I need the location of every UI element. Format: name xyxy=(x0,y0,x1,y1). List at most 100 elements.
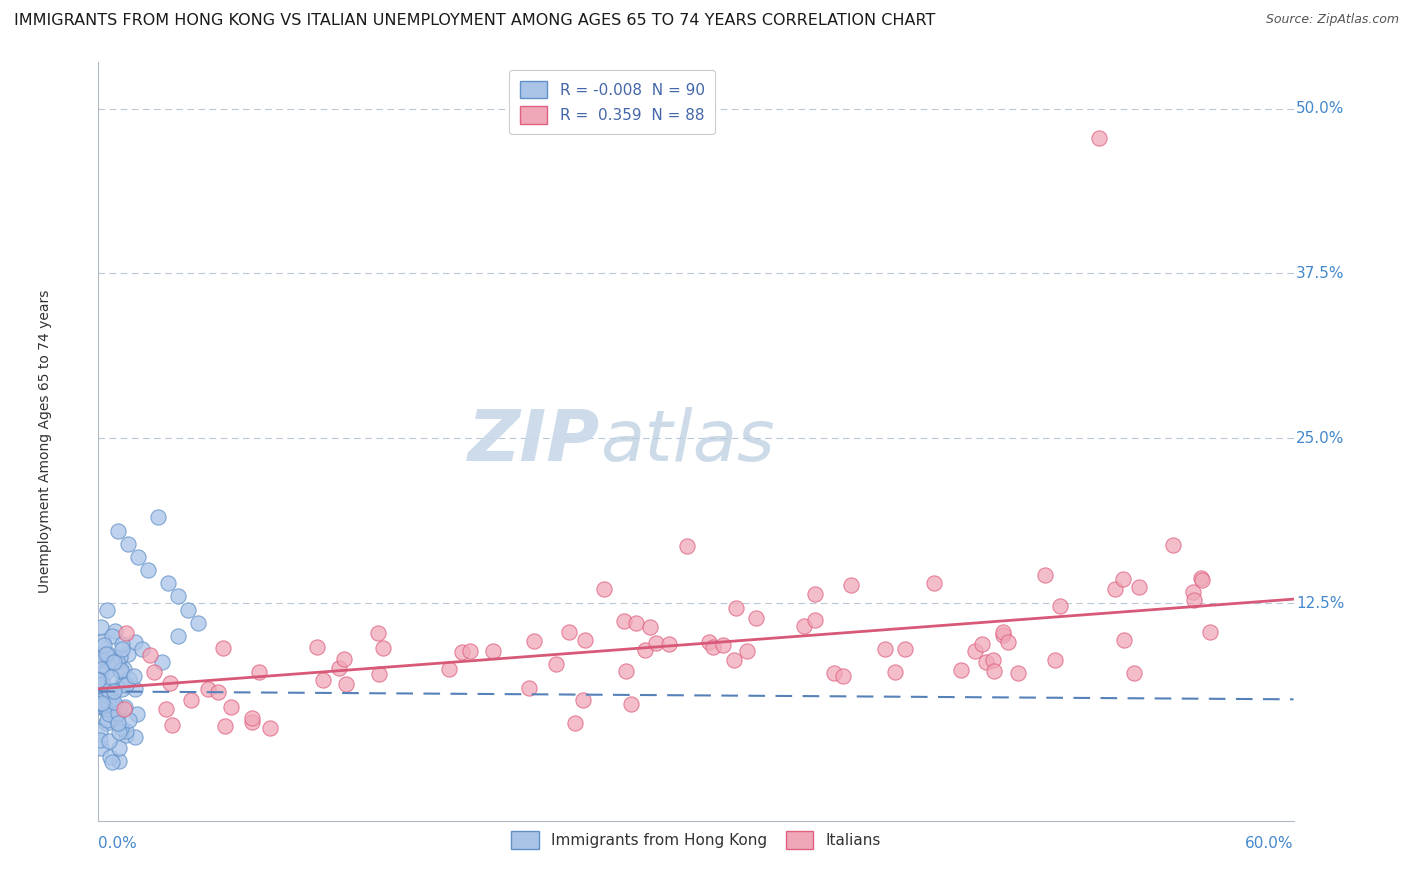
Point xyxy=(101,755,124,769)
Point xyxy=(187,615,209,630)
Point xyxy=(89,733,111,747)
Point xyxy=(1163,538,1185,552)
Point xyxy=(368,666,391,681)
Point xyxy=(167,629,190,643)
Point xyxy=(93,638,115,652)
Point xyxy=(839,578,862,592)
Point xyxy=(96,716,118,731)
Point xyxy=(1182,593,1205,607)
Point xyxy=(136,563,159,577)
Point xyxy=(335,677,357,691)
Point xyxy=(148,510,170,524)
Point xyxy=(108,724,131,739)
Point xyxy=(614,664,637,678)
Point xyxy=(240,715,263,730)
Point xyxy=(87,698,110,713)
Point xyxy=(180,693,202,707)
Point xyxy=(87,673,110,688)
Text: 37.5%: 37.5% xyxy=(1296,266,1344,281)
Point xyxy=(804,613,827,627)
Point xyxy=(572,693,595,707)
Point xyxy=(93,699,115,714)
Point xyxy=(89,674,111,689)
Point xyxy=(98,733,121,747)
Text: Unemployment Among Ages 65 to 74 years: Unemployment Among Ages 65 to 74 years xyxy=(38,290,52,593)
Point xyxy=(823,665,845,680)
Point xyxy=(87,672,110,686)
Point xyxy=(103,684,125,698)
Point xyxy=(558,625,581,640)
Text: atlas: atlas xyxy=(600,407,775,476)
Point xyxy=(974,656,997,670)
Point xyxy=(103,656,125,670)
Point xyxy=(333,652,356,666)
Point xyxy=(150,656,173,670)
Point xyxy=(983,653,1005,667)
Point xyxy=(460,644,482,658)
Point xyxy=(105,713,128,727)
Point xyxy=(111,682,134,697)
Point xyxy=(110,649,132,664)
Point xyxy=(105,654,128,668)
Point xyxy=(104,624,127,638)
Point xyxy=(1112,572,1135,586)
Point xyxy=(108,754,131,768)
Point xyxy=(1033,568,1056,582)
Point xyxy=(873,642,896,657)
Point xyxy=(312,673,335,687)
Point xyxy=(157,576,180,591)
Point xyxy=(1181,584,1204,599)
Point xyxy=(1114,632,1136,647)
Point xyxy=(91,677,114,691)
Point xyxy=(564,716,586,731)
Text: IMMIGRANTS FROM HONG KONG VS ITALIAN UNEMPLOYMENT AMONG AGES 65 TO 74 YEARS CORR: IMMIGRANTS FROM HONG KONG VS ITALIAN UNE… xyxy=(14,13,935,29)
Legend: Immigrants from Hong Kong, Italians: Immigrants from Hong Kong, Italians xyxy=(505,825,887,855)
Text: Source: ZipAtlas.com: Source: ZipAtlas.com xyxy=(1265,13,1399,27)
Text: 25.0%: 25.0% xyxy=(1296,431,1344,446)
Point xyxy=(124,730,146,744)
Point xyxy=(93,701,115,715)
Point xyxy=(638,620,661,634)
Point xyxy=(89,724,111,739)
Text: 0.0%: 0.0% xyxy=(98,836,138,851)
Point xyxy=(90,619,112,633)
Text: 60.0%: 60.0% xyxy=(1246,836,1294,851)
Point xyxy=(118,672,141,686)
Point xyxy=(634,642,657,657)
Point xyxy=(724,600,747,615)
Point xyxy=(124,635,146,649)
Point xyxy=(997,635,1019,649)
Point xyxy=(219,700,242,714)
Point xyxy=(103,695,125,709)
Point xyxy=(167,590,190,604)
Point xyxy=(1189,571,1212,585)
Point xyxy=(574,632,596,647)
Point xyxy=(645,635,668,649)
Point xyxy=(112,702,135,716)
Point xyxy=(107,706,129,721)
Point xyxy=(1043,653,1066,667)
Point xyxy=(90,654,112,668)
Point xyxy=(94,687,117,701)
Point xyxy=(197,681,219,696)
Point xyxy=(96,603,118,617)
Point xyxy=(100,692,122,706)
Point xyxy=(97,648,120,662)
Point xyxy=(117,537,139,551)
Point xyxy=(613,614,636,628)
Point xyxy=(94,647,117,661)
Point xyxy=(97,684,120,698)
Point xyxy=(90,741,112,756)
Point xyxy=(212,640,235,655)
Point xyxy=(702,640,724,655)
Point xyxy=(1007,666,1029,681)
Point xyxy=(107,711,129,725)
Point xyxy=(675,540,697,554)
Point xyxy=(922,576,945,591)
Point xyxy=(328,661,350,675)
Point xyxy=(103,683,125,698)
Point xyxy=(91,650,114,665)
Point xyxy=(517,681,540,695)
Point xyxy=(1198,624,1220,639)
Point xyxy=(451,644,474,658)
